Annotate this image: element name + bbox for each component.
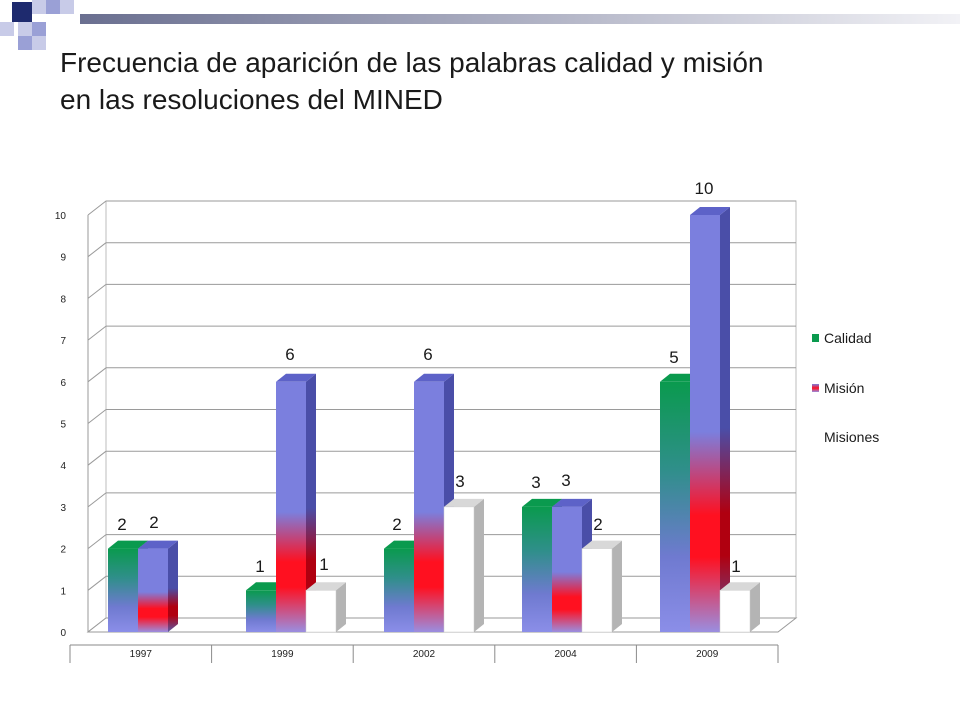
data-label: 3 bbox=[531, 473, 540, 492]
data-label: 10 bbox=[695, 179, 714, 198]
bar-front bbox=[719, 590, 751, 633]
bar-misiones-2004 bbox=[581, 540, 622, 633]
bar-front bbox=[138, 548, 168, 632]
data-label: 2 bbox=[149, 513, 158, 532]
data-label: 2 bbox=[593, 515, 602, 534]
bar-misión-1997 bbox=[138, 540, 178, 632]
bar-top bbox=[108, 540, 148, 549]
gridline-diagonal bbox=[87, 492, 107, 508]
gridline-diagonal bbox=[87, 200, 107, 216]
chart-legend: Calidad Misión Misiones bbox=[812, 330, 879, 445]
x-tick-label: 1999 bbox=[271, 649, 294, 660]
bar-side bbox=[720, 207, 730, 632]
legend-item-misiones: Misiones bbox=[824, 429, 879, 445]
x-tick-label: 2002 bbox=[413, 649, 436, 660]
gridline-diagonal bbox=[87, 242, 107, 258]
data-label: 6 bbox=[285, 345, 294, 364]
bar-top bbox=[522, 498, 562, 507]
title-line-1: Frecuencia de aparición de las palabras … bbox=[60, 47, 764, 78]
data-label: 3 bbox=[561, 471, 570, 490]
gridline-diagonal bbox=[87, 534, 107, 549]
bar-top bbox=[276, 373, 316, 382]
bar-side bbox=[474, 498, 484, 632]
bar-side bbox=[168, 540, 178, 632]
bar-side bbox=[612, 540, 622, 632]
bar-front bbox=[443, 506, 475, 633]
bar-top bbox=[690, 207, 730, 215]
bar-front bbox=[660, 381, 690, 632]
y-tick-label: 10 bbox=[55, 211, 67, 222]
legend-item-misión: Misión bbox=[812, 380, 864, 396]
bar-front bbox=[414, 381, 444, 632]
data-label: 6 bbox=[423, 345, 432, 364]
bar-front bbox=[276, 381, 306, 632]
gridline-diagonal bbox=[87, 409, 107, 424]
chart-data-labels: 2 2 1 6 1 2 6 3 3 3 2 5 10 1 bbox=[117, 179, 740, 576]
gridline-diagonal bbox=[87, 325, 107, 341]
y-tick-label: 0 bbox=[60, 628, 66, 639]
title-line-2: en las resoluciones del MINED bbox=[60, 84, 443, 115]
bar-top bbox=[552, 498, 592, 507]
bar-front bbox=[522, 506, 552, 632]
legend-label: Misión bbox=[824, 380, 864, 396]
legend-label: Calidad bbox=[824, 330, 871, 346]
bar-misiones-1999 bbox=[305, 582, 346, 633]
y-tick-label: 2 bbox=[60, 545, 66, 556]
legend-swatch bbox=[812, 334, 819, 342]
bar-side bbox=[750, 582, 760, 632]
y-tick-label: 1 bbox=[60, 586, 66, 597]
bar-front bbox=[690, 215, 720, 632]
y-tick-label: 4 bbox=[60, 461, 66, 472]
chart-bars bbox=[108, 207, 760, 633]
gridline-diagonal bbox=[87, 367, 107, 383]
bar-side bbox=[306, 373, 316, 632]
bar-misión-2009 bbox=[690, 207, 730, 632]
page-title: Frecuencia de aparición de las palabras … bbox=[60, 44, 920, 118]
bar-top bbox=[138, 540, 178, 549]
gridline-diagonal bbox=[87, 450, 107, 466]
bar-misiones-2002 bbox=[443, 498, 484, 633]
legend-item-calidad: Calidad bbox=[812, 330, 871, 346]
legend-label: Misiones bbox=[824, 429, 879, 445]
y-tick-label: 8 bbox=[60, 294, 66, 305]
x-tick-label: 2009 bbox=[696, 649, 719, 660]
x-tick-label: 1997 bbox=[130, 649, 153, 660]
legend-swatch bbox=[812, 384, 819, 392]
y-tick-label: 6 bbox=[60, 378, 66, 389]
data-label: 3 bbox=[455, 472, 464, 491]
gridline-diagonal bbox=[87, 575, 107, 591]
data-label: 1 bbox=[731, 557, 740, 576]
gridline-diagonal bbox=[87, 284, 107, 299]
bar-misiones-2009 bbox=[719, 582, 760, 633]
data-label: 2 bbox=[392, 515, 401, 534]
bar-front bbox=[581, 548, 613, 633]
bar-front bbox=[305, 590, 337, 633]
bar-front bbox=[384, 548, 414, 632]
data-label: 1 bbox=[319, 555, 328, 574]
bar-top bbox=[414, 373, 454, 382]
y-tick-label: 3 bbox=[60, 503, 66, 514]
bar-front bbox=[246, 590, 276, 632]
bar-top bbox=[720, 582, 760, 591]
bar-top bbox=[306, 582, 346, 591]
bar-front bbox=[108, 548, 138, 632]
data-label: 1 bbox=[255, 557, 264, 576]
y-tick-label: 9 bbox=[60, 253, 66, 264]
y-tick-label: 7 bbox=[60, 336, 66, 347]
bar-top bbox=[582, 540, 622, 549]
x-tick-label: 2004 bbox=[554, 649, 577, 660]
bar-top bbox=[444, 498, 484, 507]
data-label: 5 bbox=[669, 348, 678, 367]
data-label: 2 bbox=[117, 515, 126, 534]
corner-decoration bbox=[0, 0, 960, 60]
bar-misión-1999 bbox=[276, 373, 316, 632]
bar-front bbox=[552, 506, 582, 632]
bar-side bbox=[336, 582, 346, 632]
y-tick-label: 5 bbox=[60, 420, 66, 431]
